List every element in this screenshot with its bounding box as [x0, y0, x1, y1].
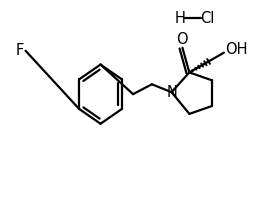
Text: N: N	[166, 85, 177, 100]
Text: Cl: Cl	[200, 11, 214, 26]
Text: O: O	[177, 32, 188, 47]
Text: H: H	[175, 11, 186, 26]
Text: F: F	[15, 43, 24, 58]
Text: OH: OH	[225, 42, 248, 57]
